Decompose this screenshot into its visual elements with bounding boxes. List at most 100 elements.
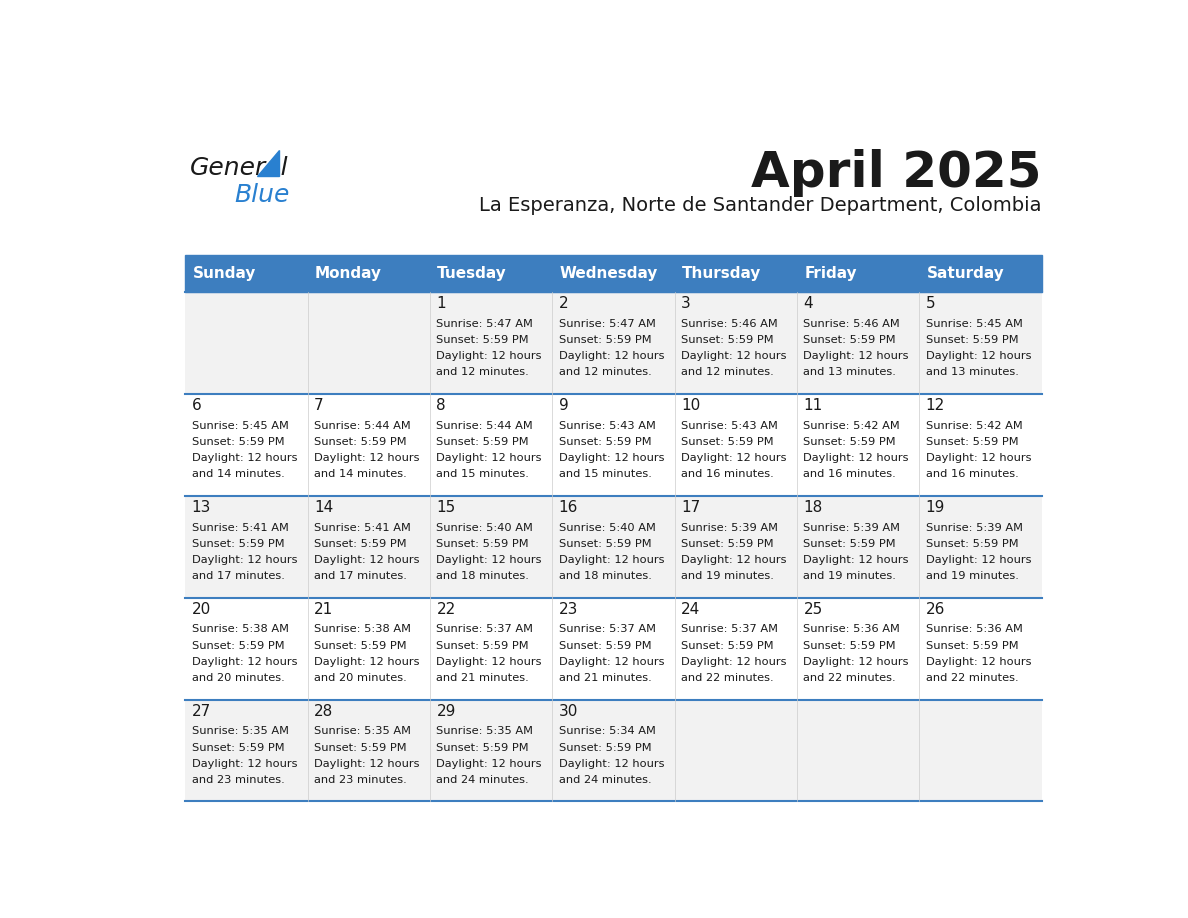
Text: 16: 16 [558, 500, 579, 515]
Text: Daylight: 12 hours: Daylight: 12 hours [314, 555, 419, 565]
Text: Sunset: 5:59 PM: Sunset: 5:59 PM [558, 539, 651, 549]
Text: 11: 11 [803, 398, 822, 413]
Text: and 20 minutes.: and 20 minutes. [191, 673, 284, 683]
Text: Monday: Monday [315, 266, 383, 281]
Text: 19: 19 [925, 500, 946, 515]
FancyBboxPatch shape [185, 292, 1042, 394]
Text: Sunset: 5:59 PM: Sunset: 5:59 PM [191, 437, 284, 447]
FancyBboxPatch shape [185, 496, 1042, 598]
Text: Sunrise: 5:47 AM: Sunrise: 5:47 AM [436, 319, 533, 329]
Text: Sunset: 5:59 PM: Sunset: 5:59 PM [925, 335, 1018, 345]
Text: Sunset: 5:59 PM: Sunset: 5:59 PM [436, 743, 529, 753]
Text: Daylight: 12 hours: Daylight: 12 hours [436, 759, 542, 769]
Text: Sunrise: 5:43 AM: Sunrise: 5:43 AM [558, 420, 656, 431]
Text: Daylight: 12 hours: Daylight: 12 hours [681, 453, 786, 463]
Text: 4: 4 [803, 297, 813, 311]
Text: and 24 minutes.: and 24 minutes. [558, 775, 651, 785]
Text: and 18 minutes.: and 18 minutes. [436, 571, 530, 581]
Text: Sunset: 5:59 PM: Sunset: 5:59 PM [436, 641, 529, 651]
Text: Daylight: 12 hours: Daylight: 12 hours [803, 352, 909, 361]
Text: Sunrise: 5:43 AM: Sunrise: 5:43 AM [681, 420, 778, 431]
Text: 27: 27 [191, 704, 211, 719]
Text: Daylight: 12 hours: Daylight: 12 hours [191, 759, 297, 769]
Text: Sunrise: 5:37 AM: Sunrise: 5:37 AM [681, 624, 778, 634]
Text: Sunrise: 5:36 AM: Sunrise: 5:36 AM [925, 624, 1023, 634]
Text: and 16 minutes.: and 16 minutes. [925, 469, 1018, 479]
Text: Sunrise: 5:44 AM: Sunrise: 5:44 AM [314, 420, 411, 431]
Text: Sunset: 5:59 PM: Sunset: 5:59 PM [314, 641, 406, 651]
Text: Tuesday: Tuesday [437, 266, 507, 281]
Text: Sunrise: 5:35 AM: Sunrise: 5:35 AM [191, 726, 289, 736]
Text: Daylight: 12 hours: Daylight: 12 hours [681, 555, 786, 565]
Text: 2: 2 [558, 297, 568, 311]
Text: Sunset: 5:59 PM: Sunset: 5:59 PM [314, 743, 406, 753]
Text: Daylight: 12 hours: Daylight: 12 hours [436, 352, 542, 361]
Text: Sunrise: 5:36 AM: Sunrise: 5:36 AM [803, 624, 901, 634]
Text: and 17 minutes.: and 17 minutes. [314, 571, 407, 581]
Text: Daylight: 12 hours: Daylight: 12 hours [925, 657, 1031, 667]
Text: Sunrise: 5:45 AM: Sunrise: 5:45 AM [191, 420, 289, 431]
Text: and 17 minutes.: and 17 minutes. [191, 571, 285, 581]
Text: Sunset: 5:59 PM: Sunset: 5:59 PM [436, 335, 529, 345]
Text: 30: 30 [558, 704, 579, 719]
Text: Sunset: 5:59 PM: Sunset: 5:59 PM [681, 539, 773, 549]
Text: Sunrise: 5:38 AM: Sunrise: 5:38 AM [314, 624, 411, 634]
Text: Daylight: 12 hours: Daylight: 12 hours [191, 453, 297, 463]
Text: Daylight: 12 hours: Daylight: 12 hours [436, 555, 542, 565]
Text: Sunset: 5:59 PM: Sunset: 5:59 PM [925, 539, 1018, 549]
Text: 10: 10 [681, 398, 700, 413]
Text: and 24 minutes.: and 24 minutes. [436, 775, 529, 785]
FancyBboxPatch shape [185, 255, 1042, 292]
Text: Sunrise: 5:41 AM: Sunrise: 5:41 AM [314, 522, 411, 532]
Text: Sunrise: 5:37 AM: Sunrise: 5:37 AM [558, 624, 656, 634]
Text: Sunset: 5:59 PM: Sunset: 5:59 PM [681, 641, 773, 651]
Text: Daylight: 12 hours: Daylight: 12 hours [436, 453, 542, 463]
Text: Sunset: 5:59 PM: Sunset: 5:59 PM [436, 437, 529, 447]
Text: Sunset: 5:59 PM: Sunset: 5:59 PM [191, 539, 284, 549]
Text: Sunday: Sunday [192, 266, 257, 281]
Text: Sunrise: 5:41 AM: Sunrise: 5:41 AM [191, 522, 289, 532]
Text: and 13 minutes.: and 13 minutes. [925, 367, 1018, 377]
FancyBboxPatch shape [185, 598, 1042, 700]
Text: and 12 minutes.: and 12 minutes. [436, 367, 529, 377]
Text: 21: 21 [314, 602, 334, 617]
Text: 8: 8 [436, 398, 446, 413]
Text: Sunrise: 5:46 AM: Sunrise: 5:46 AM [803, 319, 901, 329]
Text: Daylight: 12 hours: Daylight: 12 hours [925, 555, 1031, 565]
Text: 13: 13 [191, 500, 211, 515]
Text: Sunrise: 5:40 AM: Sunrise: 5:40 AM [558, 522, 656, 532]
Text: Sunset: 5:59 PM: Sunset: 5:59 PM [803, 641, 896, 651]
Text: Sunrise: 5:44 AM: Sunrise: 5:44 AM [436, 420, 533, 431]
Text: Sunset: 5:59 PM: Sunset: 5:59 PM [436, 539, 529, 549]
Text: Sunrise: 5:42 AM: Sunrise: 5:42 AM [925, 420, 1023, 431]
Text: Daylight: 12 hours: Daylight: 12 hours [925, 453, 1031, 463]
Text: Daylight: 12 hours: Daylight: 12 hours [681, 657, 786, 667]
Text: Sunrise: 5:34 AM: Sunrise: 5:34 AM [558, 726, 656, 736]
Text: Sunrise: 5:39 AM: Sunrise: 5:39 AM [681, 522, 778, 532]
Text: 20: 20 [191, 602, 211, 617]
Text: Sunrise: 5:40 AM: Sunrise: 5:40 AM [436, 522, 533, 532]
Text: 7: 7 [314, 398, 323, 413]
Text: April 2025: April 2025 [751, 149, 1042, 197]
Text: Sunset: 5:59 PM: Sunset: 5:59 PM [314, 539, 406, 549]
Text: and 19 minutes.: and 19 minutes. [925, 571, 1018, 581]
Text: 12: 12 [925, 398, 944, 413]
Text: Sunrise: 5:39 AM: Sunrise: 5:39 AM [803, 522, 901, 532]
Text: and 19 minutes.: and 19 minutes. [681, 571, 773, 581]
Text: Daylight: 12 hours: Daylight: 12 hours [314, 657, 419, 667]
Text: Sunset: 5:59 PM: Sunset: 5:59 PM [558, 743, 651, 753]
Text: 6: 6 [191, 398, 202, 413]
Text: Sunset: 5:59 PM: Sunset: 5:59 PM [191, 641, 284, 651]
Text: Sunset: 5:59 PM: Sunset: 5:59 PM [558, 641, 651, 651]
Text: and 14 minutes.: and 14 minutes. [191, 469, 284, 479]
Text: and 22 minutes.: and 22 minutes. [681, 673, 773, 683]
Text: Daylight: 12 hours: Daylight: 12 hours [558, 555, 664, 565]
Text: Daylight: 12 hours: Daylight: 12 hours [558, 352, 664, 361]
Text: Daylight: 12 hours: Daylight: 12 hours [803, 657, 909, 667]
Text: and 22 minutes.: and 22 minutes. [803, 673, 896, 683]
Text: Daylight: 12 hours: Daylight: 12 hours [558, 453, 664, 463]
Text: and 22 minutes.: and 22 minutes. [925, 673, 1018, 683]
Text: Sunset: 5:59 PM: Sunset: 5:59 PM [558, 335, 651, 345]
Text: 1: 1 [436, 297, 446, 311]
Text: Sunset: 5:59 PM: Sunset: 5:59 PM [803, 539, 896, 549]
